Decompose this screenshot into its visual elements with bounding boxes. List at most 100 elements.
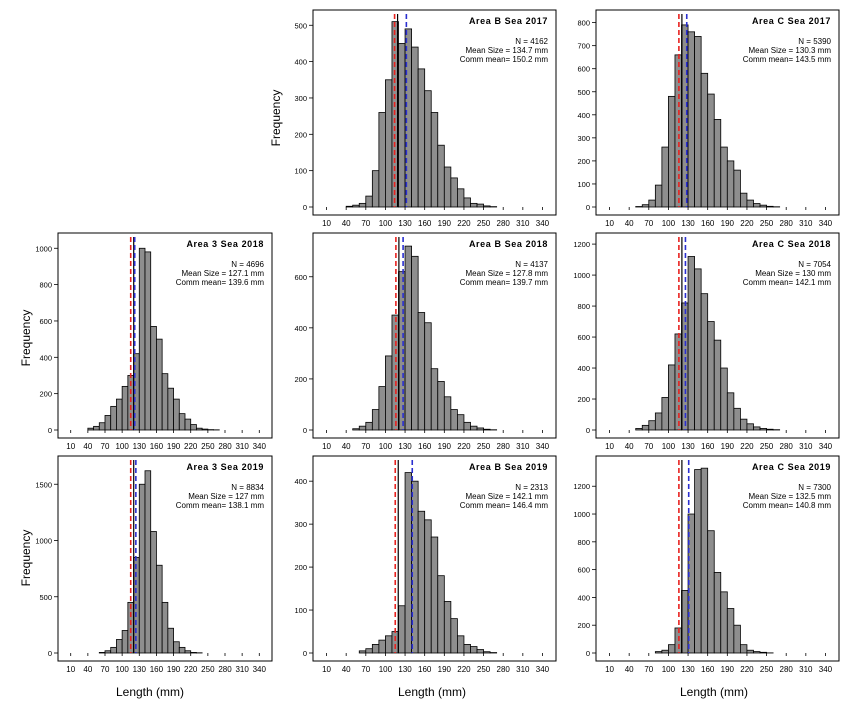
y-tick-label: 200 — [294, 130, 307, 139]
x-tick-label: 190 — [721, 442, 735, 451]
y-tick-label: 100 — [294, 606, 307, 615]
stats-mean: Mean Size = 130 mm — [755, 269, 831, 278]
x-tick-label: 130 — [681, 665, 695, 674]
x-tick-label: 340 — [253, 442, 267, 451]
x-tick-label: 160 — [150, 665, 164, 674]
stats-n: N = 5390 — [798, 37, 831, 46]
y-tick-label: 0 — [586, 203, 590, 212]
histogram-bar — [411, 255, 419, 431]
histogram-bar — [476, 427, 484, 431]
histogram-bar — [648, 420, 656, 431]
histogram-bar — [417, 312, 426, 431]
stats-n: N = 2313 — [515, 483, 548, 492]
x-tick-label: 250 — [477, 665, 491, 674]
x-tick-label: 40 — [342, 665, 351, 674]
histogram-bar — [371, 409, 380, 431]
y-tick-label: 0 — [303, 203, 307, 212]
x-tick-label: 340 — [536, 665, 550, 674]
y-tick-label: 100 — [577, 180, 590, 189]
ylabel-row2: Frequency — [19, 310, 33, 367]
histogram-bar — [391, 314, 399, 431]
y-tick-label: 600 — [577, 65, 590, 74]
histogram-bar — [476, 203, 484, 208]
histogram-bar — [352, 204, 360, 208]
histogram-bar — [116, 398, 123, 431]
ylabel-row1: Frequency — [269, 90, 283, 147]
histogram-bar — [470, 202, 478, 208]
histogram-bar — [654, 412, 663, 431]
x-tick-label: 130 — [398, 665, 412, 674]
xlabel-col1: Length (mm) — [116, 685, 184, 699]
xlabel-col3: Length (mm) — [680, 685, 748, 699]
histogram-panel-8: 0 200 400 600 800 1000 1200 10 40 70 100 130 160 190 2… — [573, 455, 840, 674]
x-tick-label: 70 — [361, 219, 370, 228]
x-tick-label: 10 — [605, 219, 614, 228]
y-tick-label: 600 — [577, 333, 590, 342]
histogram-bar — [635, 428, 643, 431]
histogram-panel-1: 0 100 200 300 400 500 10 40 70 100 130 160 190 220 250… — [294, 9, 557, 228]
y-tick-label: 200 — [39, 390, 52, 399]
x-tick-label: 130 — [133, 665, 147, 674]
histogram-bar — [378, 639, 386, 654]
histogram-bar — [463, 421, 471, 431]
histogram-bar — [358, 650, 367, 654]
y-tick-label: 1000 — [35, 244, 52, 253]
y-tick-label: 300 — [294, 94, 307, 103]
x-tick-label: 10 — [605, 665, 614, 674]
histogram-bar — [121, 630, 129, 654]
y-tick-label: 0 — [303, 649, 307, 658]
y-tick-label: 0 — [303, 426, 307, 435]
y-tick-label: 400 — [294, 58, 307, 67]
x-tick-label: 280 — [497, 665, 511, 674]
stats-mean: Mean Size = 132.5 mm — [749, 492, 832, 501]
x-tick-label: 280 — [780, 665, 794, 674]
x-tick-label: 10 — [605, 442, 614, 451]
histogram-bar — [365, 648, 373, 654]
histogram-panel-4: 0 200 400 600 10 40 70 100 130 160 190 220 250 280 310… — [294, 232, 557, 451]
x-tick-label: 310 — [799, 442, 813, 451]
x-tick-label: 340 — [819, 442, 833, 451]
histogram-bar — [713, 571, 722, 654]
stats-comm: Comm mean= 146.4 mm — [460, 501, 549, 510]
x-tick-label: 100 — [662, 442, 676, 451]
histogram-bar — [385, 355, 393, 431]
y-tick-label: 800 — [577, 538, 590, 547]
histogram-bar — [378, 386, 386, 431]
histogram-bar — [687, 31, 695, 208]
x-tick-label: 250 — [760, 442, 774, 451]
histogram-bar — [156, 564, 163, 654]
y-tick-label: 200 — [577, 157, 590, 166]
x-tick-label: 10 — [322, 665, 331, 674]
stats-comm: Comm mean= 139.6 mm — [176, 278, 265, 287]
x-tick-label: 220 — [457, 442, 471, 451]
histogram-bar — [443, 166, 452, 208]
y-tick-label: 400 — [577, 593, 590, 602]
stats-comm: Comm mean= 143.5 mm — [743, 55, 832, 64]
histogram-bar — [430, 368, 439, 431]
histogram-bar — [641, 204, 650, 208]
histogram-bar — [654, 651, 663, 654]
stats-n: N = 4137 — [515, 260, 548, 269]
histogram-bar — [746, 649, 754, 654]
histogram-bar — [417, 510, 426, 654]
x-tick-label: 10 — [322, 442, 331, 451]
x-tick-label: 250 — [760, 665, 774, 674]
xlabel-col2: Length (mm) — [398, 685, 466, 699]
x-tick-label: 280 — [497, 219, 511, 228]
histogram-bar — [470, 646, 478, 654]
x-tick-label: 190 — [438, 665, 452, 674]
histogram-bar — [740, 644, 748, 654]
histogram-bar — [144, 251, 152, 431]
x-tick-label: 220 — [740, 442, 754, 451]
y-tick-label: 1200 — [573, 482, 590, 491]
x-tick-label: 340 — [819, 219, 833, 228]
histogram-bar — [694, 469, 702, 654]
x-tick-label: 10 — [66, 665, 75, 674]
y-tick-label: 300 — [294, 520, 307, 529]
histogram-bar — [483, 205, 491, 208]
histogram-bar — [424, 519, 432, 654]
histogram-bar — [385, 635, 393, 654]
x-tick-label: 40 — [83, 442, 92, 451]
histogram-bar — [430, 112, 439, 208]
